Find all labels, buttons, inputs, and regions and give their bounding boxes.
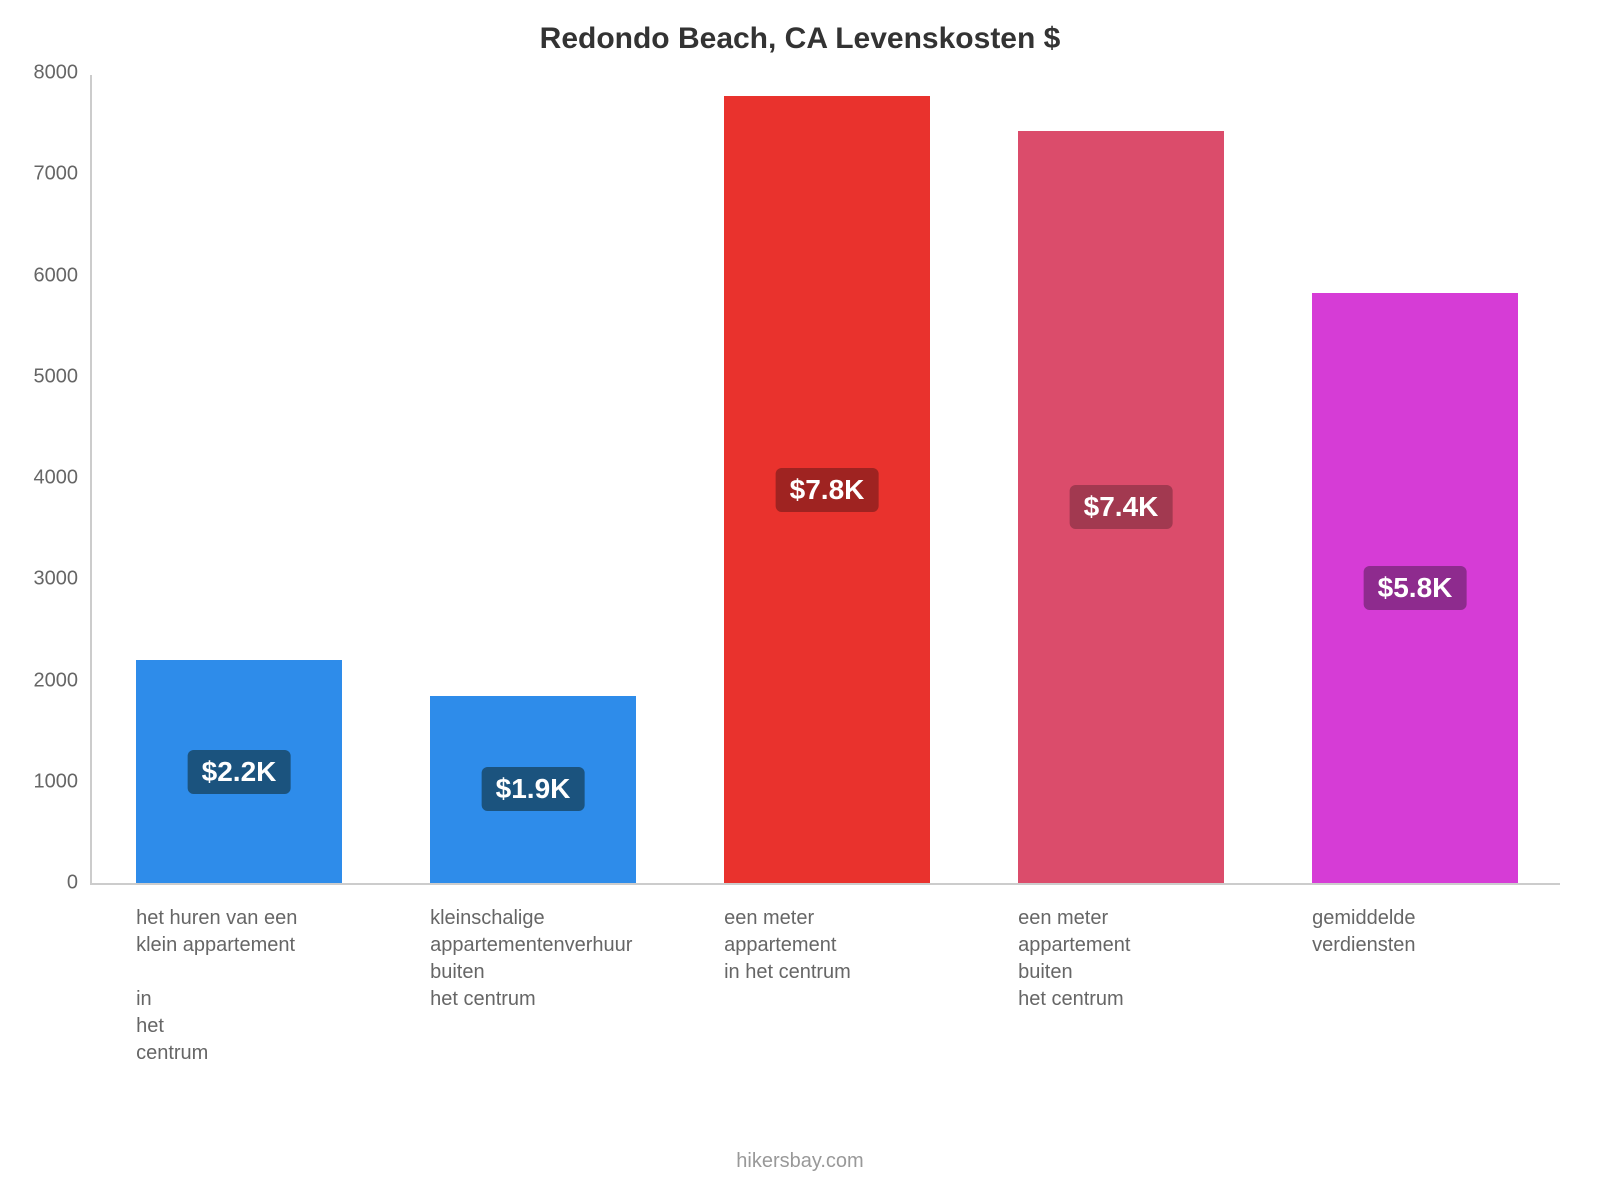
y-tick-label: 8000: [34, 62, 79, 85]
x-axis-label: een meter appartementin het centrum: [724, 905, 930, 986]
y-tick-label: 6000: [34, 264, 79, 287]
value-badge: $7.4K: [1070, 485, 1173, 529]
y-tick-label: 5000: [34, 365, 79, 388]
x-axis-label: een meter appartementbuitenhet centrum: [1018, 905, 1224, 1013]
y-tick-label: 0: [67, 872, 78, 895]
x-axis-label: het huren van eenklein appartement inhet…: [136, 905, 342, 1067]
y-tick-label: 3000: [34, 568, 79, 591]
y-tick-label: 7000: [34, 163, 79, 186]
value-badge: $5.8K: [1364, 566, 1467, 610]
chart-container: Redondo Beach, CA Levenskosten $ het hur…: [0, 0, 1600, 1200]
y-tick-label: 4000: [34, 467, 79, 490]
value-badge: $2.2K: [188, 750, 291, 794]
footer-credit: hikersbay.com: [0, 1150, 1600, 1173]
y-tick-label: 2000: [34, 669, 79, 692]
x-axis-label: kleinschaligeappartementenverhuurbuitenh…: [430, 905, 636, 1013]
value-badge: $7.8K: [776, 468, 879, 512]
value-badge: $1.9K: [482, 767, 585, 811]
x-axis-label: gemiddeldeverdiensten: [1312, 905, 1518, 959]
chart-title: Redondo Beach, CA Levenskosten $: [0, 22, 1600, 56]
plot-area: het huren van eenklein appartement inhet…: [90, 75, 1560, 885]
y-tick-label: 1000: [34, 770, 79, 793]
